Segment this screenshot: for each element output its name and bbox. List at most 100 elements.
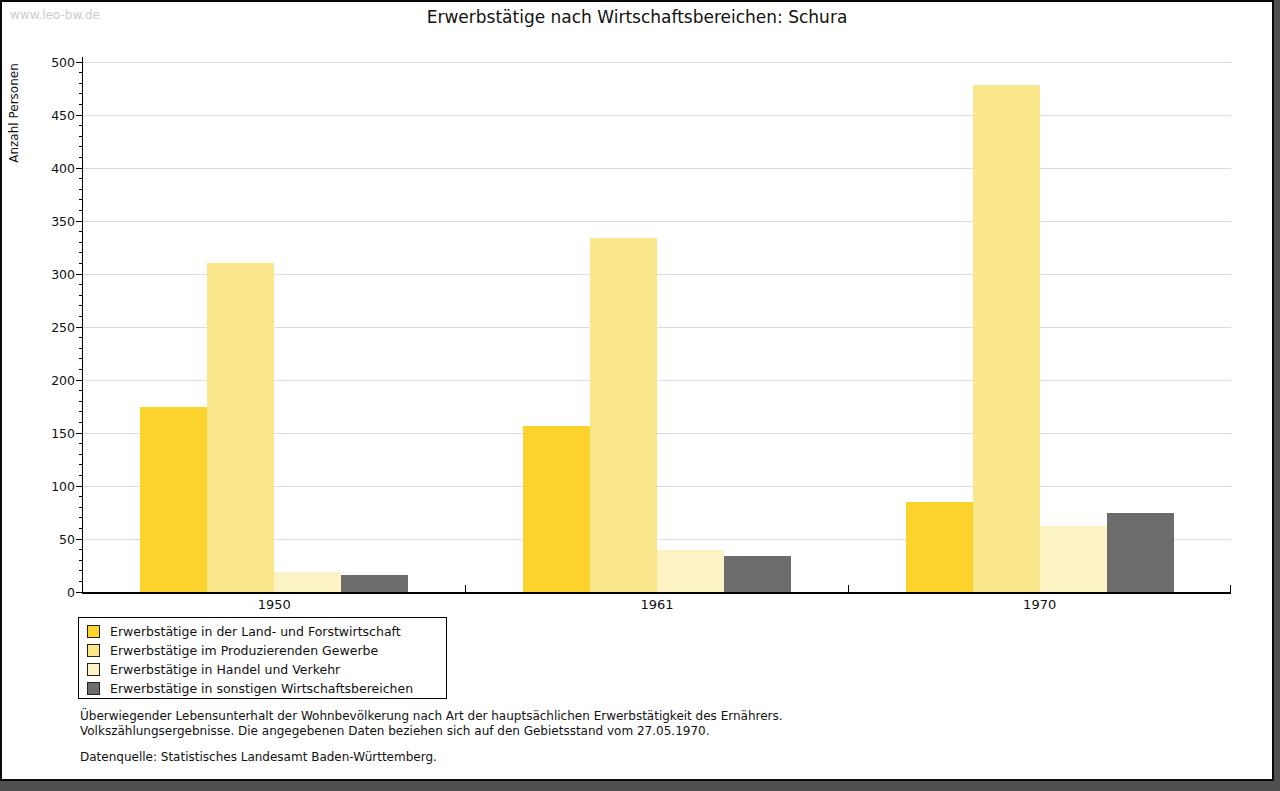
y-axis-minor-tick: [79, 507, 82, 508]
x-axis-tick: [848, 585, 849, 592]
y-axis-major-tick: [76, 380, 82, 381]
chart-window: www.leo-bw.de Erwerbstätige nach Wirtsch…: [0, 0, 1274, 781]
legend-item: Erwerbstätige im Produzierenden Gewerbe: [79, 641, 446, 660]
y-axis-minor-tick: [79, 454, 82, 455]
legend-item: Erwerbstätige in der Land- und Forstwirt…: [79, 622, 446, 641]
y-axis-minor-tick: [79, 422, 82, 423]
footnote-line-1: Überwiegender Lebensunterhalt der Wohnbe…: [80, 709, 783, 724]
y-axis-tick-label: 400: [33, 161, 75, 176]
y-axis-minor-tick: [79, 178, 82, 179]
legend-swatch: [87, 625, 100, 638]
y-axis-tick-label: 200: [33, 373, 75, 388]
y-axis-tick-label: 100: [33, 479, 75, 494]
y-axis-minor-tick: [79, 496, 82, 497]
y-axis-minor-tick: [79, 157, 82, 158]
y-axis-minor-tick: [79, 72, 82, 73]
y-axis-major-tick: [76, 327, 82, 328]
y-axis-major-tick: [76, 221, 82, 222]
y-axis-minor-tick: [79, 401, 82, 402]
bar: [523, 426, 590, 592]
y-axis-minor-tick: [79, 570, 82, 571]
footnotes: Überwiegender Lebensunterhalt der Wohnbe…: [80, 709, 783, 765]
bar: [274, 572, 341, 592]
y-axis-minor-tick: [79, 464, 82, 465]
y-axis-minor-tick: [79, 146, 82, 147]
y-axis-minor-tick: [79, 517, 82, 518]
y-axis-minor-tick: [79, 560, 82, 561]
legend-swatch: [87, 682, 100, 695]
y-axis-minor-tick: [79, 242, 82, 243]
y-axis-minor-tick: [79, 528, 82, 529]
gridline: [83, 221, 1231, 222]
y-axis-minor-tick: [79, 263, 82, 264]
y-axis-tick-label: 350: [33, 214, 75, 229]
y-axis-major-tick: [76, 274, 82, 275]
plot-area: 0501001502002503003504004505001950196119…: [82, 57, 1231, 594]
y-axis-minor-tick: [79, 305, 82, 306]
y-axis-tick-label: 500: [33, 55, 75, 70]
bar: [590, 238, 657, 592]
y-axis-minor-tick: [79, 284, 82, 285]
bar: [906, 502, 973, 592]
y-axis-major-tick: [76, 62, 82, 63]
chart-title: Erwerbstätige nach Wirtschaftsbereichen:…: [2, 7, 1272, 27]
y-axis-tick-label: 300: [33, 267, 75, 282]
legend-item: Erwerbstätige in Handel und Verkehr: [79, 660, 446, 679]
y-axis-minor-tick: [79, 369, 82, 370]
legend-swatch: [87, 663, 100, 676]
legend: Erwerbstätige in der Land- und Forstwirt…: [78, 617, 447, 699]
bar: [973, 85, 1040, 592]
gridline: [83, 115, 1231, 116]
y-axis-minor-tick: [79, 337, 82, 338]
y-axis-minor-tick: [79, 210, 82, 211]
y-axis-tick-label: 150: [33, 426, 75, 441]
y-axis-title: Anzahl Personen: [7, 63, 21, 163]
gridline: [83, 168, 1231, 169]
legend-label: Erwerbstätige im Produzierenden Gewerbe: [110, 643, 378, 658]
y-axis-major-tick: [76, 115, 82, 116]
y-axis-tick-label: 250: [33, 320, 75, 335]
y-axis-minor-tick: [79, 93, 82, 94]
gridline: [83, 62, 1231, 63]
y-axis-minor-tick: [79, 189, 82, 190]
x-axis-tick: [1230, 585, 1231, 592]
y-axis-major-tick: [76, 486, 82, 487]
y-axis-minor-tick: [79, 348, 82, 349]
y-axis-tick-label: 0: [33, 585, 75, 600]
bar: [207, 263, 274, 592]
y-axis-minor-tick: [79, 411, 82, 412]
y-axis-tick-label: 450: [33, 108, 75, 123]
legend-label: Erwerbstätige in Handel und Verkehr: [110, 662, 340, 677]
legend-label: Erwerbstätige in sonstigen Wirtschaftsbe…: [110, 681, 413, 696]
y-axis-major-tick: [76, 539, 82, 540]
data-source-line: Datenquelle: Statistisches Landesamt Bad…: [80, 750, 783, 765]
y-axis-minor-tick: [79, 358, 82, 359]
bar: [1040, 526, 1107, 592]
y-axis-minor-tick: [79, 83, 82, 84]
x-axis-tick-label: 1970: [848, 597, 1231, 612]
footnote-line-2: Volkszählungsergebnisse. Die angegebenen…: [80, 724, 783, 739]
y-axis-minor-tick: [79, 295, 82, 296]
legend-item: Erwerbstätige in sonstigen Wirtschaftsbe…: [79, 679, 446, 698]
x-axis-tick-label: 1950: [83, 597, 466, 612]
bar: [724, 556, 791, 592]
y-axis-major-tick: [76, 168, 82, 169]
y-axis-minor-tick: [79, 231, 82, 232]
y-axis-major-tick: [76, 433, 82, 434]
y-axis-minor-tick: [79, 581, 82, 582]
y-axis-major-tick: [76, 592, 82, 593]
y-axis-minor-tick: [79, 549, 82, 550]
legend-swatch: [87, 644, 100, 657]
bar: [140, 407, 207, 593]
y-axis-minor-tick: [79, 104, 82, 105]
y-axis-minor-tick: [79, 125, 82, 126]
y-axis-minor-tick: [79, 390, 82, 391]
x-axis-tick-label: 1961: [466, 597, 849, 612]
y-axis-minor-tick: [79, 199, 82, 200]
y-axis-minor-tick: [79, 475, 82, 476]
bar: [341, 575, 408, 592]
y-axis-tick-label: 50: [33, 532, 75, 547]
bar: [657, 550, 724, 592]
screenshot-root: www.leo-bw.de Erwerbstätige nach Wirtsch…: [0, 0, 1280, 791]
x-axis-tick: [465, 585, 466, 592]
